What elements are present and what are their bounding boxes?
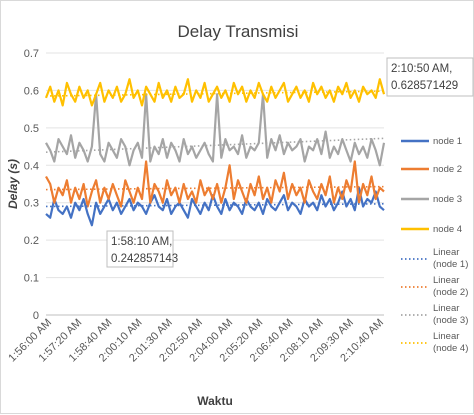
series-line-0 [45,186,385,227]
series-line-1 [45,160,385,208]
annotation-box [106,230,174,268]
legend-label: Linear (node 2) [433,275,468,298]
series-line-3 [44,78,386,107]
legend-label: Linear (node 4) [433,331,468,354]
legend-label: node 1 [433,136,462,147]
y-tick-label: 0.5 [24,123,39,135]
y-tick-label: 0.3 [24,198,39,210]
legend-label: node 2 [433,164,462,175]
trendline-7 [45,90,385,97]
y-tick-label: 0 [33,310,39,322]
legend-label: node 3 [433,194,462,205]
y-tick-label: 0.1 [24,273,39,285]
legend-label: Linear (node 3) [433,303,468,326]
trendline-5 [45,185,385,191]
annotation-box [386,57,474,97]
legend-label: node 4 [433,224,462,235]
x-axis-title: Waktu [197,394,233,408]
series-line-2 [45,93,386,167]
y-tick-label: 0.4 [24,160,39,172]
y-tick-label: 0.6 [24,85,39,97]
annotation-text: 2:10:50 AM, [391,63,452,75]
annotation-text: 0.242857143 [111,253,178,265]
y-tick-label: 0.7 [24,48,39,60]
trendline-4 [45,203,385,208]
trendline-6 [45,137,385,153]
y-tick-label: 0.2 [24,235,39,247]
legend-label: Linear (node 1) [433,247,468,270]
y-axis-title: Delay (s) [6,159,20,209]
annotation-text: 1:58:10 AM, [111,236,172,248]
annotation-text: 0.628571429 [391,80,458,92]
chart-title: Delay Transmisi [178,22,299,41]
